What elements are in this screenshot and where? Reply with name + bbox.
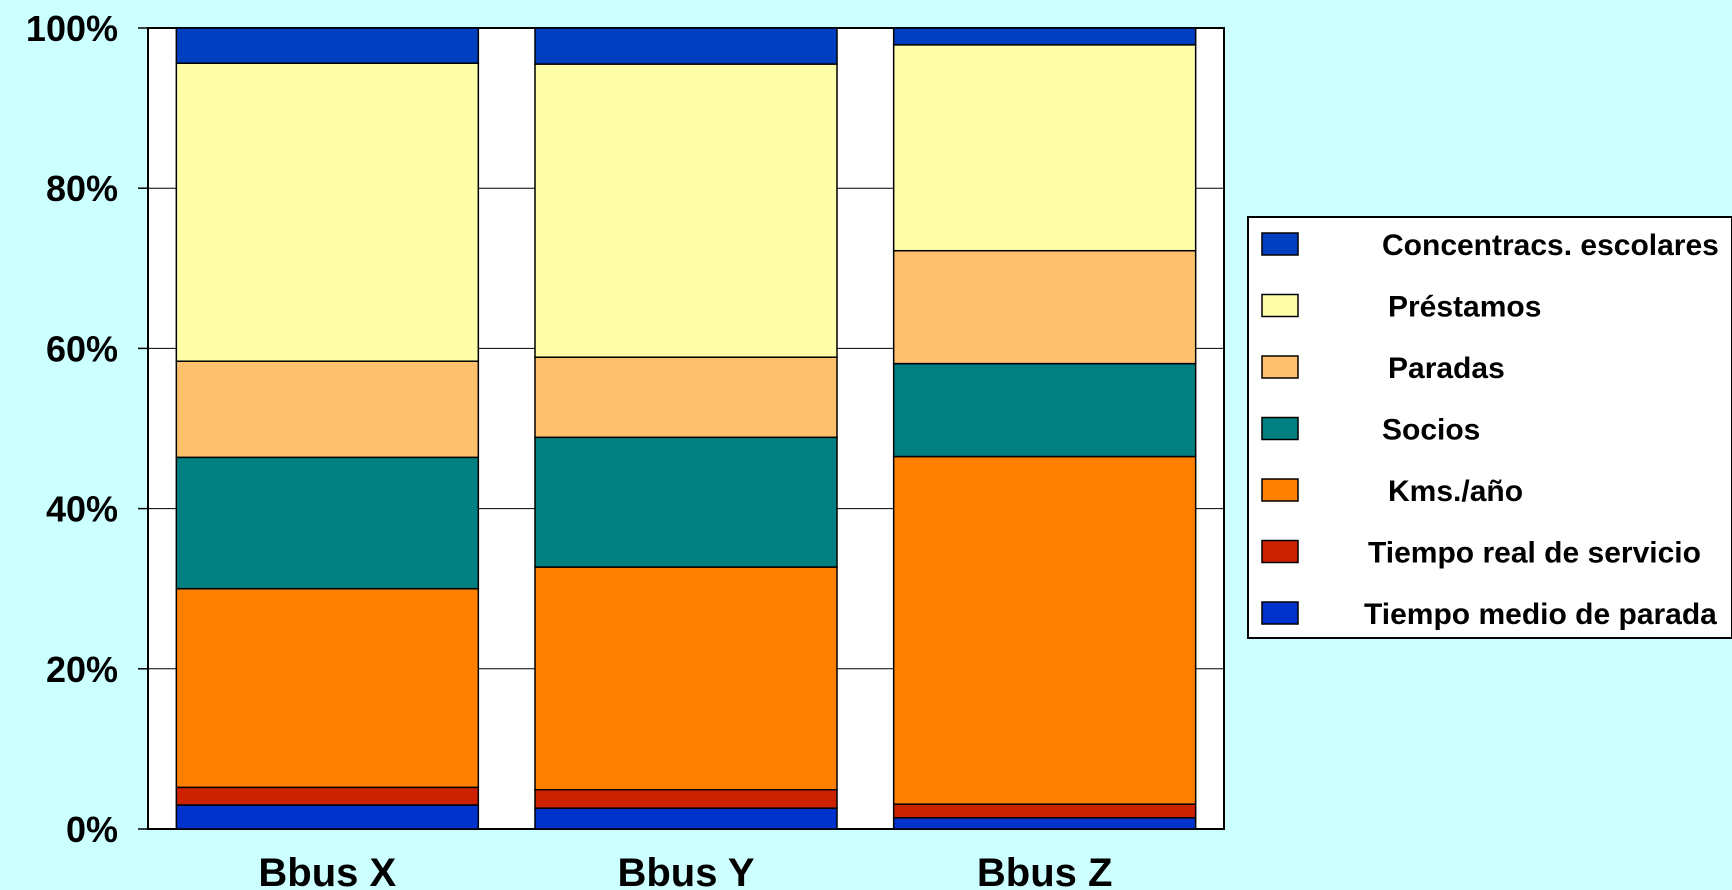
legend-label: Paradas xyxy=(1388,352,1505,385)
bar-segment xyxy=(892,27,1197,46)
bar-segment xyxy=(175,62,480,362)
bar-segment xyxy=(534,356,838,439)
bar-segment xyxy=(892,455,1197,805)
legend-swatch xyxy=(1261,539,1299,564)
y-tick-label: 100% xyxy=(26,8,118,49)
y-tick-label: 0% xyxy=(66,809,118,850)
bar-segment xyxy=(175,27,480,64)
y-axis: 0% 20% 40% 60% 80% 100% xyxy=(26,8,148,850)
bar-segment xyxy=(175,587,480,789)
y-tick-label: 60% xyxy=(46,328,118,369)
legend-label: Concentracs. escolares xyxy=(1382,229,1719,262)
legend-swatch xyxy=(1261,478,1299,502)
bar-segment xyxy=(534,566,838,791)
bar-segment xyxy=(534,789,838,809)
legend-label: Tiempo real de servicio xyxy=(1368,537,1701,570)
y-tick-label: 20% xyxy=(46,649,118,690)
bars xyxy=(175,27,1197,830)
x-tick-label: Bbus Z xyxy=(977,851,1113,890)
legend-swatch xyxy=(1261,355,1299,379)
y-tick-label: 80% xyxy=(46,168,118,209)
legend-swatch xyxy=(1261,601,1299,625)
legend-swatch xyxy=(1261,416,1299,441)
legend-box xyxy=(1247,216,1732,639)
x-tick-label: Bbus Y xyxy=(617,851,754,890)
bar-segment xyxy=(175,786,480,806)
bar-segment xyxy=(534,27,838,65)
x-tick-label: Bbus X xyxy=(258,851,396,890)
bar-segment xyxy=(892,362,1197,458)
bar-segment xyxy=(175,360,480,459)
legend-label: Kms./año xyxy=(1388,475,1523,508)
legend-swatch xyxy=(1261,293,1299,318)
bar-segment xyxy=(892,803,1197,819)
bar-segment xyxy=(534,63,838,358)
bar-segment xyxy=(892,44,1197,252)
x-axis: Bbus X Bbus Y Bbus Z xyxy=(258,851,1112,890)
bar-segment xyxy=(175,456,480,590)
bar-segment xyxy=(892,249,1197,365)
legend-label: Tiempo medio de parada xyxy=(1364,598,1717,631)
legend: Concentracs. escolares Préstamos Paradas So… xyxy=(1247,216,1732,639)
bar-segment xyxy=(534,807,838,830)
legend-swatch xyxy=(1261,232,1299,256)
bar-segment xyxy=(534,436,838,568)
y-tick-label: 40% xyxy=(46,489,118,530)
legend-label: Préstamos xyxy=(1388,291,1541,324)
bar-segment xyxy=(892,817,1197,830)
legend-label: Socios xyxy=(1382,414,1480,447)
bar-segment xyxy=(175,804,480,830)
